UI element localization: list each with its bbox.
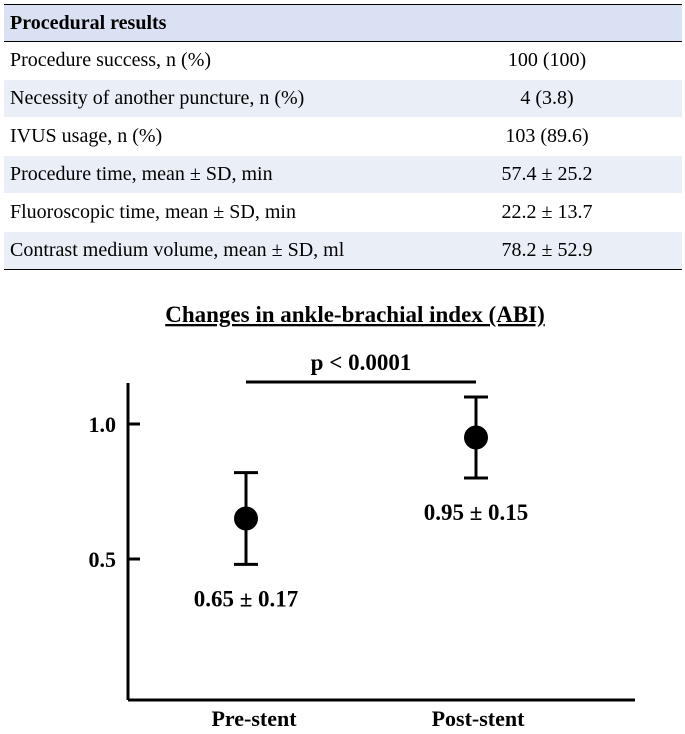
table-row: Procedure success, n (%) 100 (100)	[4, 41, 682, 80]
procedural-results-table: Procedural results Procedure success, n …	[4, 4, 682, 270]
table-row: Procedure time, mean ± SD, min 57.4 ± 25.…	[4, 155, 682, 194]
table-row: Fluoroscopic time, mean ± SD, min 22.2 ± …	[4, 193, 682, 232]
x-category-label: Pre-stent	[211, 706, 297, 731]
row-value: 103 (89.6)	[412, 117, 682, 156]
row-value: 78.2 ± 52.9	[412, 231, 682, 270]
table-header-row: Procedural results	[4, 4, 682, 42]
row-label: Fluoroscopic time, mean ± SD, min	[4, 193, 412, 232]
chart-title: Changes in ankle-brachial index (ABI)	[165, 302, 545, 327]
row-label: Contrast medium volume, mean ± SD, ml	[4, 231, 412, 270]
x-category-label: Post-stent	[432, 706, 526, 731]
data-point	[464, 425, 488, 450]
row-value: 4 (3.8)	[412, 79, 682, 118]
abi-chart: Changes in ankle-brachial index (ABI) 0.…	[89, 302, 635, 731]
value-label: 0.65 ± 0.17	[194, 586, 299, 611]
table-row: Necessity of another puncture, n (%) 4 (3…	[4, 79, 682, 118]
row-value: 22.2 ± 13.7	[412, 193, 682, 232]
row-label: IVUS usage, n (%)	[4, 117, 412, 156]
row-label: Necessity of another puncture, n (%)	[4, 79, 412, 118]
table-row: Contrast medium volume, mean ± SD, ml 78.…	[4, 231, 682, 270]
significance-label: p < 0.0001	[311, 350, 412, 375]
y-tick-label: 0.5	[89, 547, 117, 572]
row-value: 100 (100)	[412, 41, 682, 80]
row-label: Procedure time, mean ± SD, min	[4, 155, 412, 194]
table-row: IVUS usage, n (%) 103 (89.6)	[4, 117, 682, 156]
y-tick-label: 1.0	[89, 412, 117, 437]
row-value: 57.4 ± 25.2	[412, 155, 682, 194]
row-label: Procedure success, n (%)	[4, 41, 412, 80]
value-label: 0.95 ± 0.15	[424, 500, 529, 525]
data-point	[234, 506, 258, 531]
table-header: Procedural results	[4, 4, 682, 42]
